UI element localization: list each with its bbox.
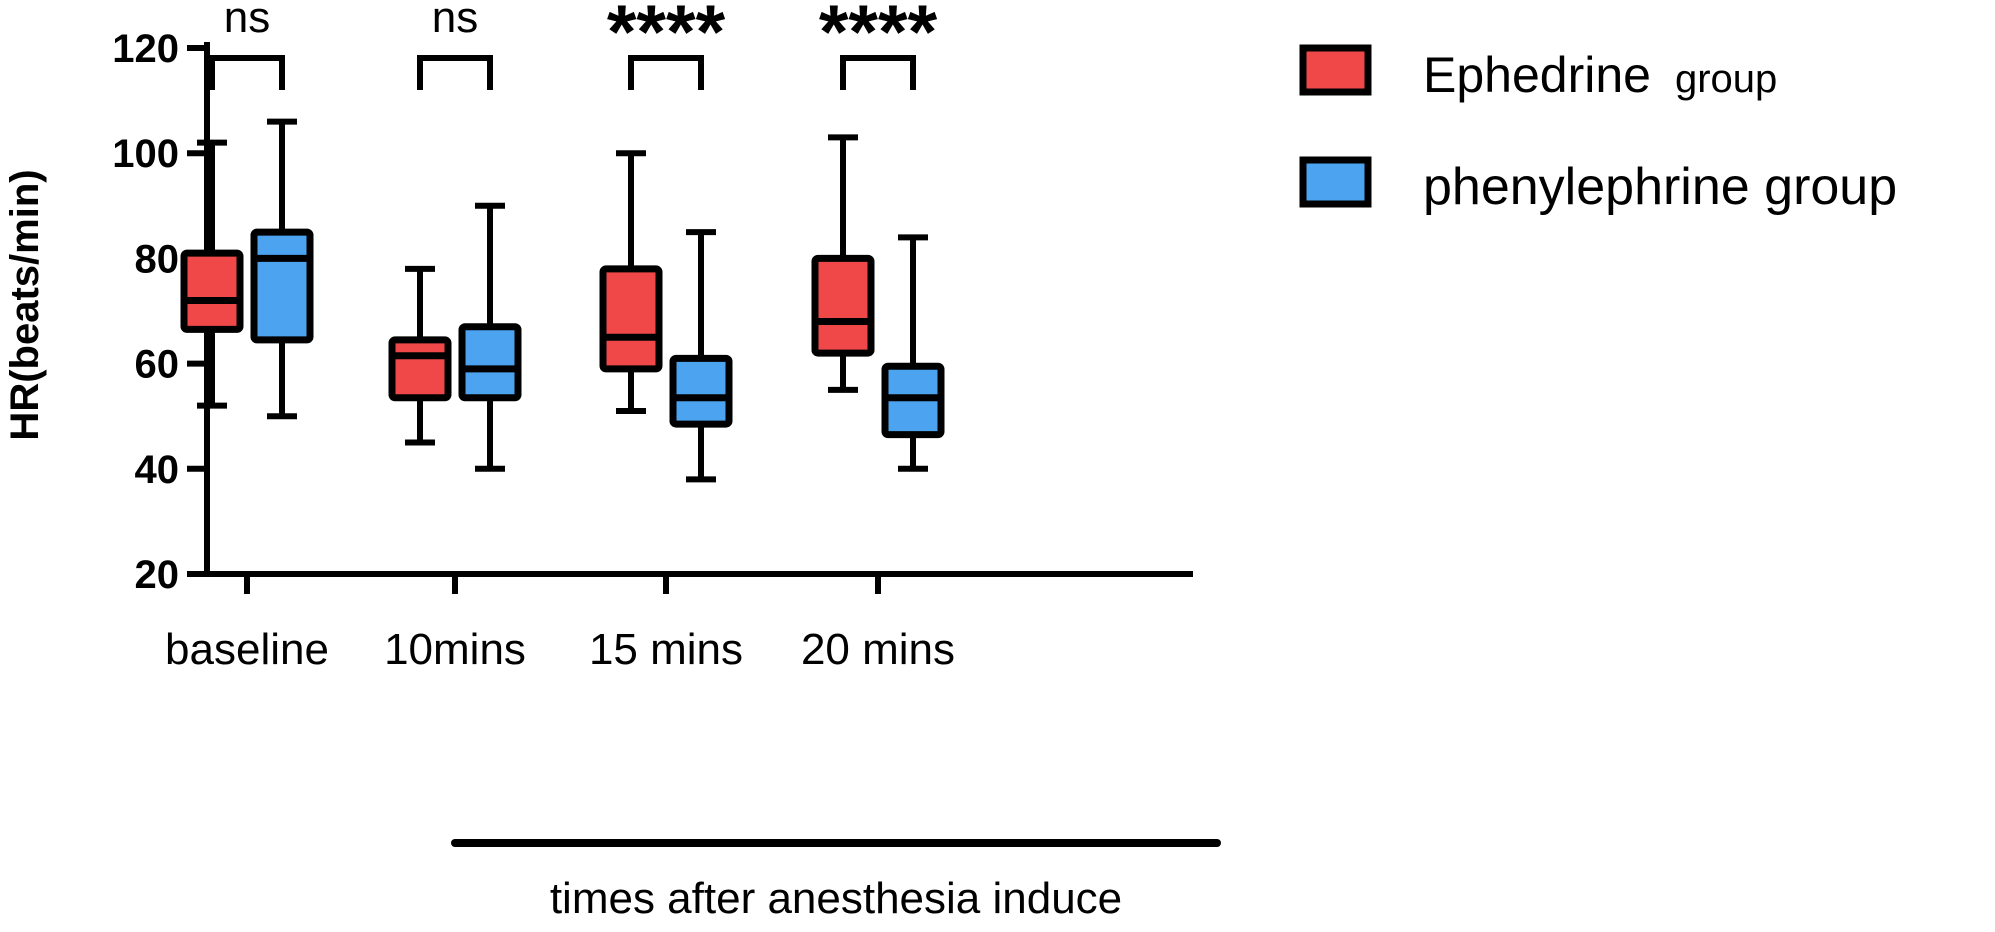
legend-swatch-phenylephrine xyxy=(1299,156,1372,208)
box-series0-3 xyxy=(811,254,875,357)
sig-label-0: ns xyxy=(224,0,270,42)
y-tick-label-80: 80 xyxy=(135,237,180,281)
box-series0-1 xyxy=(388,336,452,402)
x-tick-label-3: 20 mins xyxy=(801,625,955,674)
sig-bracket-3 xyxy=(840,55,916,90)
sig-label-1: ns xyxy=(432,0,478,42)
y-tick-label-120: 120 xyxy=(112,27,179,71)
x-tick-label-2: 15 mins xyxy=(589,625,743,674)
y-tick-label-20: 20 xyxy=(135,553,180,597)
box-series1-1 xyxy=(458,323,522,402)
sig-bracket-0 xyxy=(209,55,285,90)
legend-swatch-ephedrine xyxy=(1299,44,1372,96)
x-axis-title: times after anesthesia induce xyxy=(550,874,1122,923)
y-tick-label-60: 60 xyxy=(135,343,180,387)
legend-label-ephedrine-suffix: group xyxy=(1675,57,1777,101)
y-tick-label-40: 40 xyxy=(135,448,180,492)
sig-bracket-2 xyxy=(628,55,704,90)
box-series1-2 xyxy=(669,354,733,428)
box-series0-2 xyxy=(599,265,663,373)
sig-label-3: **** xyxy=(819,0,938,75)
x-tick-label-1: 10mins xyxy=(384,625,526,674)
legend: Ephedrine group phenylephrine group xyxy=(1299,44,1897,216)
box-series0-0 xyxy=(180,249,244,333)
legend-label-ephedrine-name: Ephedrine xyxy=(1423,47,1651,103)
legend-label-ephedrine: Ephedrine group xyxy=(1423,47,1777,103)
sig-label-2: **** xyxy=(607,0,726,75)
y-tick-label-100: 100 xyxy=(112,132,179,176)
x-tick-label-0: baseline xyxy=(165,625,329,674)
box-series1-0 xyxy=(250,228,314,344)
plot-area: 20 40 60 80 100 120 baseline 10mins 15 mins 20 mi… xyxy=(112,0,1193,674)
sig-bracket-1 xyxy=(417,55,493,90)
y-axis-title: HR(beats/min) xyxy=(3,169,47,440)
legend-label-phenylephrine: phenylephrine group xyxy=(1423,158,1897,216)
